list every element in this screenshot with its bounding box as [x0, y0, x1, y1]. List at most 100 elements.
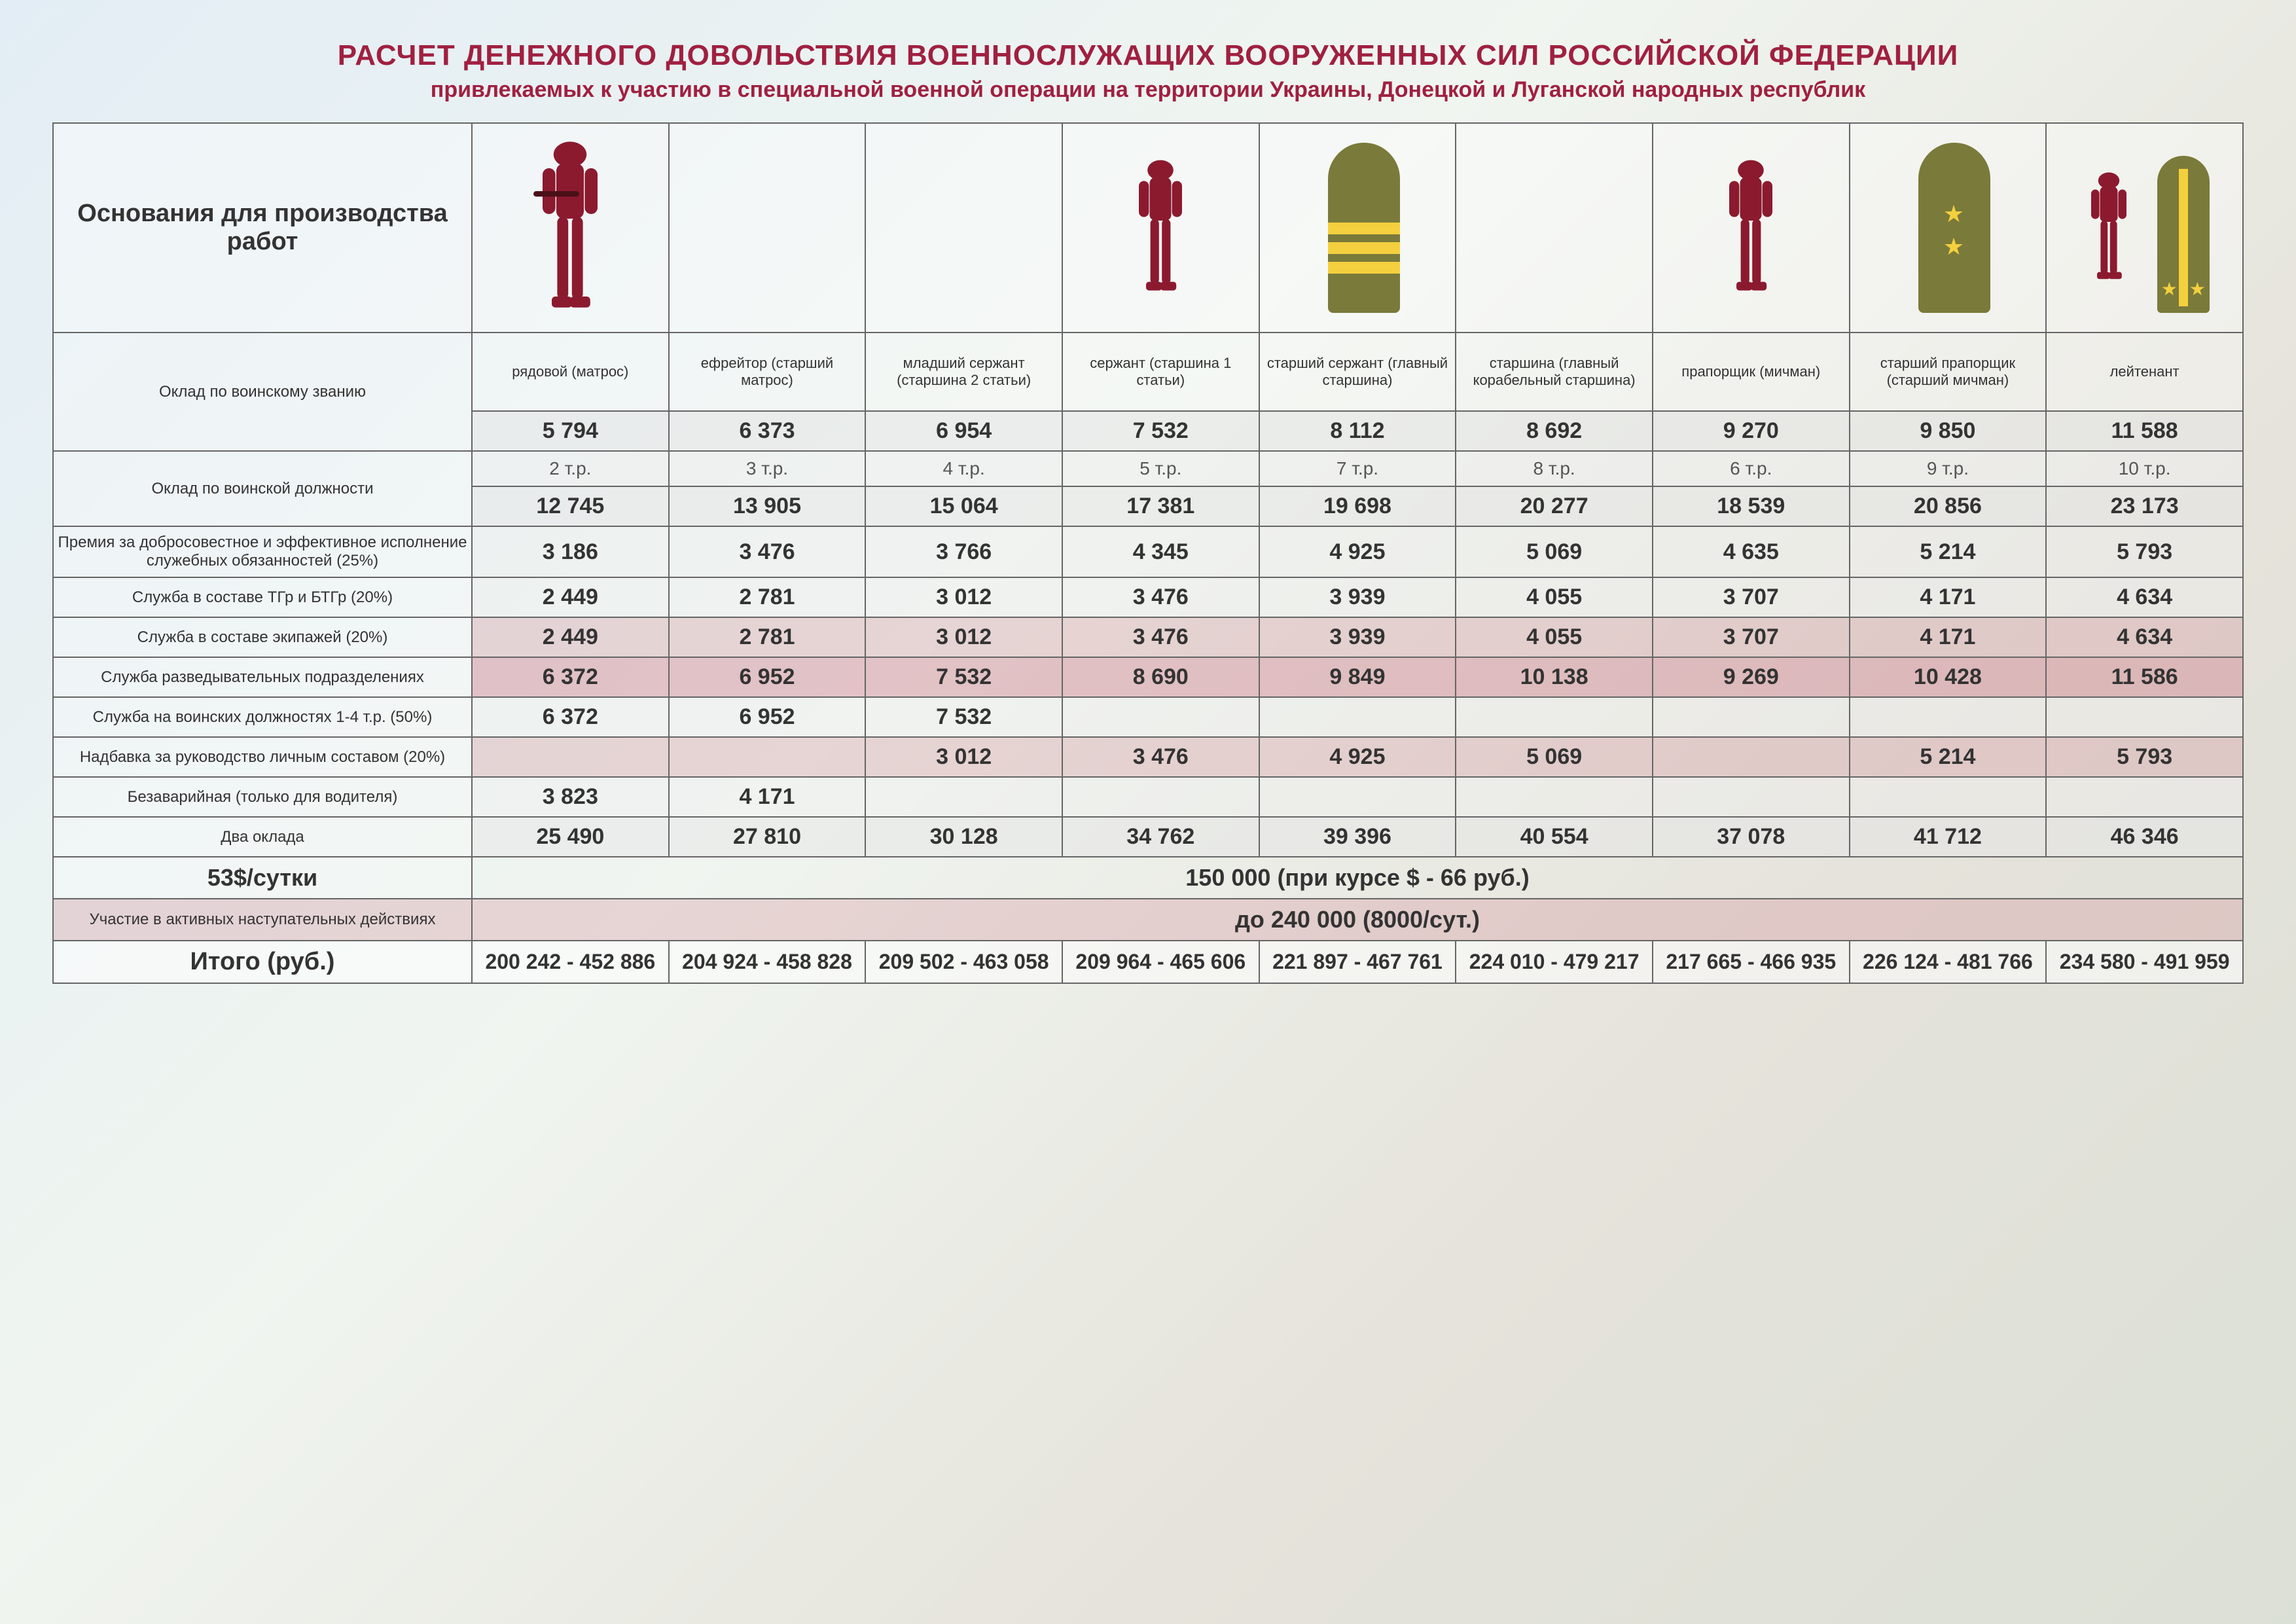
rank-name: прапорщик (мичман)	[1653, 333, 1850, 411]
value: 2 449	[472, 577, 669, 617]
rank-name: ефрейтор (старший матрос)	[669, 333, 866, 411]
value: 11 588	[2046, 411, 2243, 451]
rank-name: старший сержант (главный старшина)	[1259, 333, 1456, 411]
rank-name: рядовой (матрос)	[472, 333, 669, 411]
value: 3 707	[1653, 577, 1850, 617]
value: 3 012	[865, 617, 1062, 657]
value: 3 766	[865, 526, 1062, 577]
merged-value: 150 000 (при курсе $ - 66 руб.)	[472, 857, 2243, 899]
epaulet-icon	[1328, 143, 1400, 313]
value: 13 905	[669, 486, 866, 526]
value: 10 428	[1850, 657, 2047, 697]
value: 4 171	[669, 777, 866, 817]
value: 6 372	[472, 697, 669, 737]
rank-name: сержант (старшина 1 статьи)	[1062, 333, 1259, 411]
value: 6 т.р.	[1653, 451, 1850, 486]
soldier-icon	[1715, 143, 1787, 313]
total-row: Итого (руб.) 200 242 - 452 886 204 924 -…	[53, 941, 2243, 983]
value: 209 964 - 465 606	[1062, 941, 1259, 983]
value	[1653, 777, 1850, 817]
value: 6 372	[472, 657, 669, 697]
value: 17 381	[1062, 486, 1259, 526]
value: 6 952	[669, 697, 866, 737]
ekipazh-row: Служба в составе экипажей (20%) 2 449 2 …	[53, 617, 2243, 657]
value: 9 849	[1259, 657, 1456, 697]
rank-icon-2	[669, 123, 866, 333]
row-label: Служба на воинских должностях 1-4 т.р. (…	[53, 697, 472, 737]
value: 5 214	[1850, 737, 2047, 777]
tgr-row: Служба в составе ТГр и БТГр (20%) 2 449 …	[53, 577, 2243, 617]
value: 20 856	[1850, 486, 2047, 526]
value: 9 270	[1653, 411, 1850, 451]
value	[865, 777, 1062, 817]
value: 5 214	[1850, 526, 2047, 577]
value: 37 078	[1653, 817, 1850, 857]
rank-name: младший сержант (старшина 2 статьи)	[865, 333, 1062, 411]
value: 8 112	[1259, 411, 1456, 451]
value	[1456, 777, 1653, 817]
value: 3 186	[472, 526, 669, 577]
value: 4 634	[2046, 617, 2243, 657]
active-row: Участие в активных наступательных действ…	[53, 899, 2243, 941]
rank-icon-8: ★ ★	[1850, 123, 2047, 333]
value: 3 476	[1062, 737, 1259, 777]
value: 9 269	[1653, 657, 1850, 697]
row-label: Два оклада	[53, 817, 472, 857]
value: 15 064	[865, 486, 1062, 526]
value: 4 055	[1456, 577, 1653, 617]
value: 25 490	[472, 817, 669, 857]
rank-icon-3	[865, 123, 1062, 333]
page-subtitle: привлекаемых к участию в специальной вое…	[52, 77, 2244, 103]
value: 3 476	[1062, 617, 1259, 657]
value	[472, 737, 669, 777]
value: 10 т.р.	[2046, 451, 2243, 486]
value: 224 010 - 479 217	[1456, 941, 1653, 983]
value: 18 539	[1653, 486, 1850, 526]
value: 46 346	[2046, 817, 2243, 857]
value	[1456, 697, 1653, 737]
value: 3 707	[1653, 617, 1850, 657]
tr-row: Оклад по воинской должности 2 т.р. 3 т.р…	[53, 451, 2243, 486]
row-label: Премия за добросовестное и эффективное и…	[53, 526, 472, 577]
value: 4 634	[2046, 577, 2243, 617]
value	[1850, 777, 2047, 817]
value: 221 897 - 467 761	[1259, 941, 1456, 983]
value: 7 532	[865, 657, 1062, 697]
merged-value: до 240 000 (8000/сут.)	[472, 899, 2243, 941]
value: 4 055	[1456, 617, 1653, 657]
merged-bold: 150 000	[1185, 864, 1270, 891]
value: 5 т.р.	[1062, 451, 1259, 486]
value: 3 012	[865, 577, 1062, 617]
value: 6 954	[865, 411, 1062, 451]
value: 2 781	[669, 577, 866, 617]
value: 4 345	[1062, 526, 1259, 577]
value: 5 793	[2046, 737, 2243, 777]
merged-rest: (при курсе $ - 66 руб.)	[1277, 864, 1529, 891]
value: 9 т.р.	[1850, 451, 2047, 486]
value: 20 277	[1456, 486, 1653, 526]
value: 7 т.р.	[1259, 451, 1456, 486]
rank-name: старший прапорщик (старший мичман)	[1850, 333, 2047, 411]
value: 5 794	[472, 411, 669, 451]
ruk-row: Надбавка за руководство личным составом …	[53, 737, 2243, 777]
value: 5 069	[1456, 737, 1653, 777]
value: 4 925	[1259, 526, 1456, 577]
value: 3 012	[865, 737, 1062, 777]
row-label: Оклад по воинскому званию	[53, 333, 472, 451]
value: 19 698	[1259, 486, 1456, 526]
value: 8 690	[1062, 657, 1259, 697]
dva-oklada-row: Два оклада 25 490 27 810 30 128 34 762 3…	[53, 817, 2243, 857]
dolzh14-row: Служба на воинских должностях 1-4 т.р. (…	[53, 697, 2243, 737]
value: 4 т.р.	[865, 451, 1062, 486]
value: 4 171	[1850, 577, 2047, 617]
value	[2046, 697, 2243, 737]
value: 209 502 - 463 058	[865, 941, 1062, 983]
rank-icon-6	[1456, 123, 1653, 333]
soldier-icon	[524, 136, 616, 319]
value	[1653, 697, 1850, 737]
rank-icon-5	[1259, 123, 1456, 333]
value: 2 т.р.	[472, 451, 669, 486]
row-label: Служба разведывательных подразделениях	[53, 657, 472, 697]
value: 2 449	[472, 617, 669, 657]
value	[1062, 697, 1259, 737]
